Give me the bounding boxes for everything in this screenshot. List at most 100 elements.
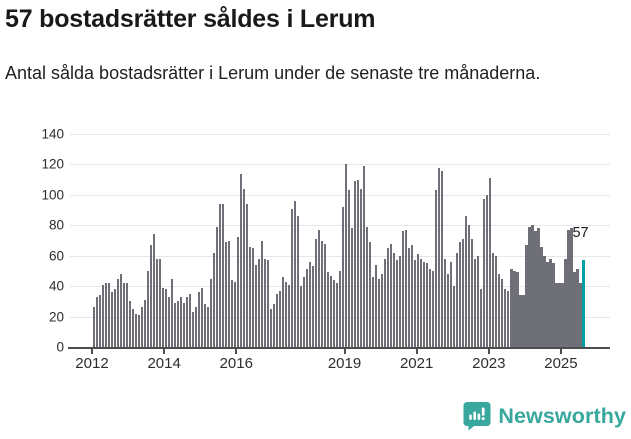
bar	[468, 225, 471, 347]
bar	[302, 277, 306, 347]
bar	[227, 240, 230, 347]
bar	[218, 204, 221, 347]
bar	[573, 272, 576, 347]
bar	[384, 258, 387, 347]
y-axis-tick-label: 40	[48, 278, 64, 294]
bar	[335, 283, 339, 347]
bar	[179, 296, 182, 347]
bar	[435, 190, 438, 347]
bar	[317, 229, 321, 347]
bar	[441, 170, 444, 347]
bar	[546, 261, 549, 347]
bar	[149, 245, 152, 347]
bar	[426, 263, 429, 347]
gridline-y-140	[70, 134, 610, 136]
bar	[453, 286, 456, 347]
chart-subtitle: Antal sålda bostadsrätter i Lerum under …	[5, 63, 541, 83]
brand-footer[interactable]: Newsworthy	[463, 401, 626, 431]
bar	[191, 312, 194, 347]
chart-title: 57 bostadsrätter såldes i Lerum	[5, 5, 376, 33]
bar	[498, 273, 501, 347]
bar	[197, 292, 200, 347]
bar	[293, 200, 297, 347]
bar	[131, 308, 134, 347]
bar	[299, 286, 303, 347]
gridline-y-80	[70, 225, 610, 227]
gridline-y-20	[70, 316, 610, 318]
bar	[474, 258, 477, 347]
bar	[182, 302, 185, 347]
bar	[209, 278, 212, 347]
bar	[402, 231, 405, 347]
gridline-y-40	[70, 286, 610, 288]
bar	[323, 243, 327, 347]
bar	[158, 258, 161, 347]
x-axis-tick	[415, 349, 418, 354]
bar	[408, 248, 411, 347]
bar	[459, 242, 462, 347]
bar	[381, 273, 384, 347]
x-axis-tick	[163, 349, 166, 354]
bar	[212, 252, 215, 347]
bar	[387, 248, 390, 347]
y-axis-tick-label: 80	[48, 217, 64, 233]
bar	[257, 258, 260, 347]
bar	[531, 225, 534, 347]
x-axis-tick	[487, 349, 490, 354]
bar	[549, 258, 552, 347]
bar	[579, 283, 582, 347]
bar	[561, 283, 564, 347]
bar	[134, 313, 137, 347]
bar	[354, 181, 357, 347]
bar	[254, 264, 257, 347]
bar	[471, 239, 474, 347]
bar	[339, 270, 342, 347]
bar	[351, 228, 354, 347]
x-axis-tick	[90, 349, 93, 354]
bar	[366, 226, 369, 347]
brand-name: Newsworthy	[498, 403, 626, 428]
bar	[576, 269, 579, 347]
x-axis-tick-label: 2012	[75, 355, 109, 372]
bar	[305, 269, 309, 347]
bar	[281, 277, 285, 347]
bar	[314, 239, 318, 347]
bar	[570, 228, 573, 347]
bar	[116, 278, 119, 347]
latest-value-annotation: 57	[572, 225, 589, 242]
bar	[390, 243, 393, 347]
bar	[155, 258, 158, 347]
bar	[224, 242, 227, 347]
bar	[104, 283, 107, 347]
newsworthy-logo-icon	[463, 401, 491, 431]
bar	[290, 208, 294, 347]
bar	[522, 295, 525, 347]
bar	[567, 229, 570, 347]
bar	[221, 204, 224, 347]
bar	[438, 167, 441, 347]
bar	[185, 296, 188, 347]
x-axis-tick-label: 2019	[327, 355, 362, 372]
bar	[194, 307, 197, 347]
bar	[477, 255, 480, 347]
bar	[450, 261, 453, 347]
bar	[146, 270, 149, 347]
bar	[236, 237, 239, 347]
bar	[143, 299, 146, 347]
bar	[107, 283, 110, 347]
bar	[363, 166, 366, 347]
bar	[411, 245, 414, 347]
x-axis-tick-label: 2023	[472, 355, 506, 372]
bar	[507, 290, 510, 347]
x-axis-tick-label: 2025	[544, 355, 578, 372]
bar	[122, 283, 125, 347]
gridline-y-120	[70, 164, 610, 166]
bar	[137, 315, 140, 347]
bar	[393, 252, 396, 347]
bar	[203, 304, 206, 347]
bar	[260, 240, 263, 347]
y-axis-tick-label: 100	[41, 187, 64, 203]
bar	[504, 289, 507, 347]
bar	[176, 301, 179, 347]
